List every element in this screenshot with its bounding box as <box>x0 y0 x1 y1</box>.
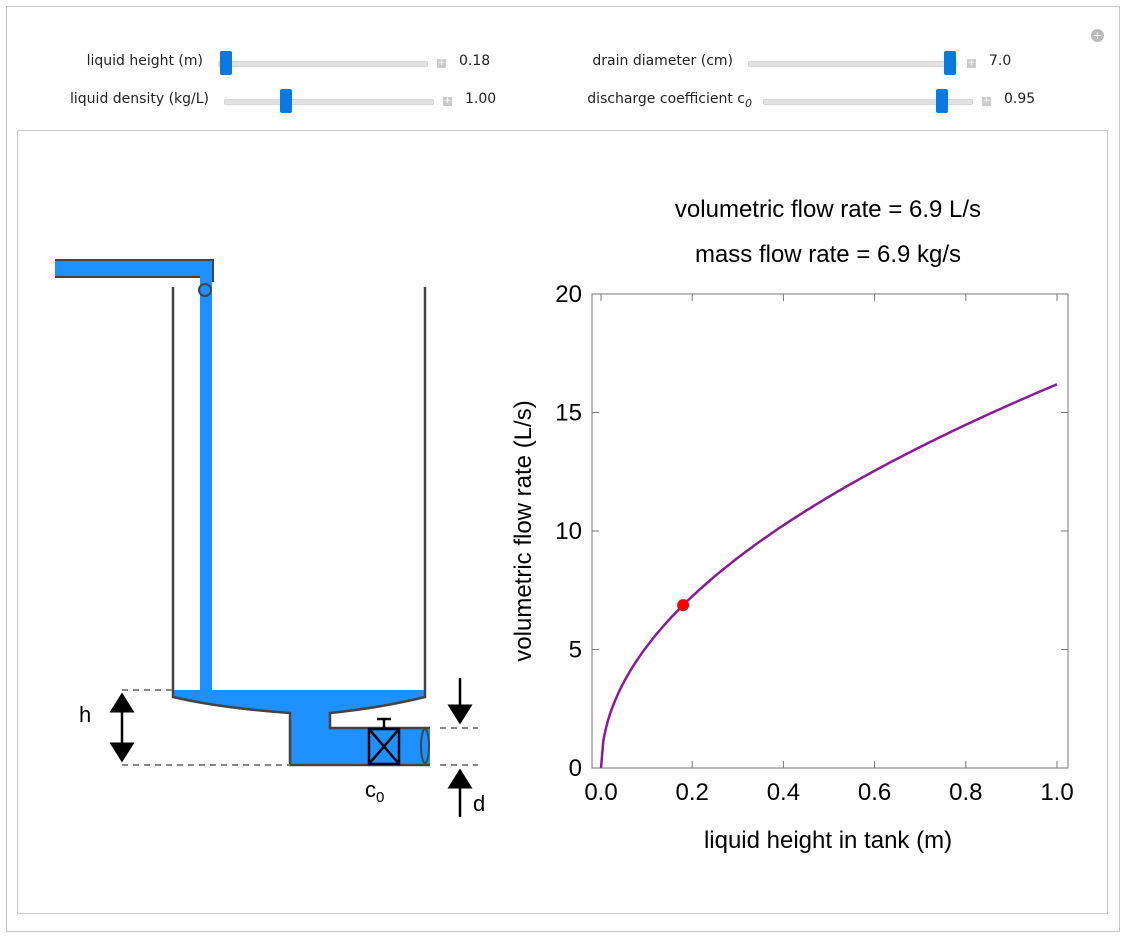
chart-title-line-2: mass flow rate = 6.9 kg/s <box>695 241 961 268</box>
inflow-pipe-outline <box>55 259 214 282</box>
tank-wall-left <box>171 287 430 767</box>
slider-label: drain diameter (cm) <box>592 53 733 69</box>
x-tick-label: 0.8 <box>949 779 982 806</box>
dimension-lines <box>122 689 478 766</box>
pipe-outlet <box>420 728 430 764</box>
valve-icon <box>367 717 401 766</box>
slider-value: 0.18 <box>459 53 491 69</box>
expand-plus-icon[interactable]: + <box>437 58 446 68</box>
options-plus-icon[interactable]: + <box>1091 29 1104 42</box>
c0-text: c <box>365 777 376 802</box>
y-tick-label: 0 <box>569 755 582 782</box>
label-text: discharge coefficient c <box>587 91 745 107</box>
plot-frame <box>591 293 1069 769</box>
y-tick-label: 15 <box>555 400 582 427</box>
tank-wall-right <box>328 287 430 730</box>
slider-label: liquid density (kg/L) <box>70 91 209 107</box>
output-panel <box>17 130 1108 914</box>
slider-value: 7.0 <box>989 53 1012 69</box>
liquid-height-slider[interactable] <box>218 51 428 75</box>
c0-subscript: 0 <box>376 789 384 806</box>
dimension-arrows <box>109 678 473 817</box>
x-tick-label: 0.0 <box>584 779 617 806</box>
pipe-elbow <box>198 283 212 297</box>
flow-rate-chart: volumetric flow rate = 6.9 L/s mass flow… <box>510 196 1074 854</box>
x-tick-label: 1.0 <box>1040 779 1073 806</box>
y-tick-label: 5 <box>569 637 582 664</box>
inflow-pipe <box>55 260 213 277</box>
y-tick-label: 10 <box>555 518 582 545</box>
label-subscript: 0 <box>745 96 752 110</box>
expand-plus-icon[interactable]: + <box>982 96 991 106</box>
fill-pipe <box>200 277 212 691</box>
h-label: h <box>79 702 91 727</box>
y-axis-label: volumetric flow rate (L/s) <box>510 400 537 661</box>
x-tick-label: 0.4 <box>767 779 800 806</box>
slider-label: discharge coefficient c0 <box>500 91 752 110</box>
slider-thumb[interactable] <box>220 51 232 75</box>
slider-thumb[interactable] <box>280 89 292 113</box>
x-tick-label: 0.2 <box>676 779 709 806</box>
expand-plus-icon[interactable]: + <box>967 58 976 68</box>
slider-value: 0.95 <box>1004 91 1036 107</box>
y-tick-label: 20 <box>555 281 582 308</box>
expand-plus-icon[interactable]: + <box>443 96 452 106</box>
discharge-coefficient-slider[interactable] <box>763 89 973 113</box>
flow-rate-curve <box>599 383 1058 769</box>
chart-title-line-1: volumetric flow rate = 6.9 L/s <box>675 196 981 223</box>
c0-label: c0 <box>365 777 384 806</box>
demonstration-frame: + <box>6 6 1120 932</box>
x-tick-label: 0.6 <box>858 779 891 806</box>
d-label: d <box>473 791 485 816</box>
tank-liquid <box>173 690 430 765</box>
slider-thumb[interactable] <box>944 51 956 75</box>
slider-label: liquid height (m) <box>86 53 203 69</box>
liquid-density-slider[interactable] <box>224 89 434 113</box>
slider-thumb[interactable] <box>936 89 948 113</box>
current-point-marker <box>677 599 690 612</box>
x-axis-label: liquid height in tank (m) <box>704 827 952 854</box>
tank-diagram: h c0 d <box>55 259 485 817</box>
drain-diameter-slider[interactable] <box>748 51 958 75</box>
slider-value: 1.00 <box>465 91 497 107</box>
